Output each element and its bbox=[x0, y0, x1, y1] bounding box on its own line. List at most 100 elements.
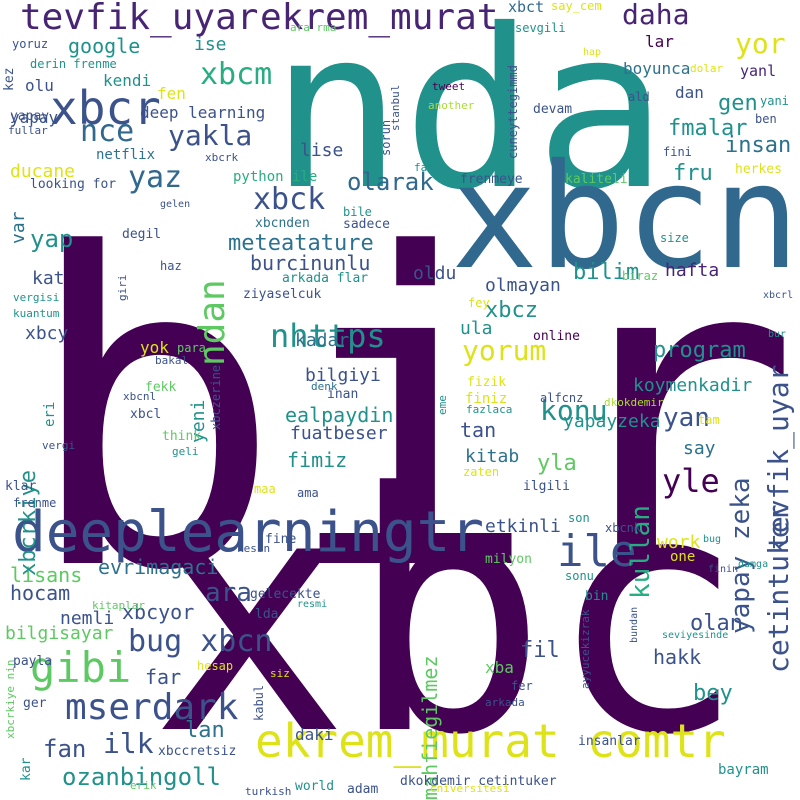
cloud-word: kar bbox=[19, 757, 34, 782]
cloud-word: gelecekte bbox=[250, 587, 321, 602]
cloud-word: alfcnz bbox=[540, 391, 584, 405]
cloud-word: deeplearningtr bbox=[12, 500, 485, 565]
cloud-word: ekrem_murat bbox=[260, 0, 499, 38]
cloud-word: ise bbox=[194, 34, 227, 55]
cloud-word: size bbox=[660, 231, 689, 245]
cloud-word: bir bbox=[23, 165, 800, 665]
cloud-word: bayram bbox=[718, 762, 769, 778]
cloud-word: yla bbox=[537, 451, 577, 476]
cloud-word: deep learning bbox=[140, 103, 266, 122]
cloud-word: tevfik_uyar bbox=[20, 0, 259, 38]
cloud-word: burcinunlu bbox=[250, 251, 371, 275]
cloud-word: online bbox=[533, 329, 580, 344]
cloud-word: xbcl bbox=[130, 407, 162, 422]
cloud-word: bilim bbox=[573, 260, 640, 285]
cloud-word: fer bbox=[511, 679, 533, 693]
cloud-word: xbcrk bbox=[205, 151, 239, 164]
cloud-word: lisans bbox=[10, 563, 83, 587]
cloud-word: fine bbox=[265, 532, 297, 547]
cloud-word: fekk bbox=[145, 380, 177, 395]
cloud-word: etkinli bbox=[485, 516, 561, 537]
cloud-word: bey bbox=[693, 681, 733, 706]
cloud-word: arkada bbox=[485, 696, 525, 709]
cloud-word: xbct bbox=[508, 0, 545, 16]
cloud-word: yakla bbox=[168, 119, 253, 152]
cloud-word: ara rma bbox=[290, 21, 337, 34]
cloud-word: one bbox=[670, 549, 696, 565]
cloud-word: yapay bbox=[10, 108, 59, 127]
cloud-word: ilk bbox=[103, 727, 154, 760]
cloud-word: nhttps bbox=[270, 317, 386, 355]
cloud-word: ula bbox=[460, 318, 493, 339]
cloud-word: arkada flar bbox=[282, 271, 369, 286]
cloud-word: kadar bbox=[295, 330, 350, 351]
cloud-word: ald bbox=[628, 90, 650, 104]
cloud-word: say bbox=[683, 438, 716, 459]
cloud-word: adam bbox=[347, 782, 379, 797]
cloud-word: bur bbox=[768, 329, 787, 340]
cloud-word: sevgili bbox=[515, 21, 566, 35]
cloud-word: hesap bbox=[197, 659, 234, 673]
cloud-word: insan bbox=[725, 133, 792, 158]
cloud-word: kendi bbox=[103, 71, 152, 90]
cloud-word: finiz bbox=[465, 391, 508, 407]
cloud-word: bin bbox=[585, 589, 609, 604]
cloud-word: bile bbox=[343, 205, 372, 219]
cloud-word: bug bbox=[703, 534, 722, 545]
cloud-word: world bbox=[295, 779, 335, 794]
cloud-word: turkish bbox=[245, 785, 292, 798]
cloud-word: kat bbox=[32, 268, 65, 289]
cloud-word: xbcnl bbox=[123, 390, 157, 403]
cloud-word: fan bbox=[43, 735, 87, 763]
cloud-word: netflix bbox=[96, 147, 156, 163]
cloud-word: evrimagaci bbox=[98, 555, 219, 579]
cloud-word: cniversitesi bbox=[430, 782, 510, 795]
cloud-word: bakal bbox=[155, 354, 189, 367]
cloud-word: yanl bbox=[740, 62, 777, 80]
cloud-word: think bbox=[162, 429, 202, 444]
cloud-word: dkokdemir cetintuker bbox=[400, 774, 557, 789]
cloud-word: var bbox=[8, 211, 29, 245]
cloud-word: herkes bbox=[735, 162, 782, 177]
cloud-word: yoruz bbox=[12, 37, 49, 51]
cloud-word: tweet bbox=[432, 80, 466, 93]
cloud-word: kez bbox=[2, 67, 17, 92]
cloud-word: xbcy bbox=[25, 323, 69, 344]
cloud-word: siz bbox=[270, 667, 290, 680]
cloud-word: kitab bbox=[465, 446, 520, 467]
cloud-word: tan bbox=[460, 418, 497, 442]
cloud-word: xbcnk bbox=[605, 521, 642, 535]
cloud-word: boyunca bbox=[623, 59, 691, 78]
cloud-word: sonu bbox=[565, 569, 594, 583]
cloud-word: yap bbox=[30, 225, 74, 253]
cloud-word: ayyucekizrak bbox=[579, 609, 592, 690]
cloud-word: ile bbox=[557, 526, 637, 577]
cloud-word: olarak bbox=[347, 168, 434, 196]
cloud-word: fuatbeser bbox=[290, 423, 388, 444]
cloud-word: program bbox=[653, 338, 746, 363]
cloud-word: yok bbox=[140, 338, 169, 357]
cloud-word: zaten bbox=[463, 465, 500, 479]
cloud-word: dolar bbox=[690, 62, 724, 75]
cloud-word: finin bbox=[708, 564, 739, 575]
cloud-word: damga bbox=[738, 559, 769, 570]
cloud-word: yapay bbox=[10, 109, 50, 124]
cloud-word: ozanbingoll bbox=[62, 763, 221, 791]
cloud-word: ziyaselcuk bbox=[243, 287, 322, 302]
cloud-word: hafta bbox=[665, 260, 720, 281]
cloud-word: olmayan bbox=[485, 275, 561, 296]
cloud-word: cuneyttegimmd bbox=[506, 64, 520, 159]
cloud-word: lda bbox=[255, 607, 279, 622]
cloud-word: say_cem bbox=[551, 0, 602, 13]
cloud-word: xbccretsiz bbox=[158, 744, 237, 759]
cloud-word: payla bbox=[13, 654, 53, 669]
cloud-word: yor bbox=[735, 27, 786, 60]
cloud-word: tevfik_uyar bbox=[762, 364, 795, 550]
cloud-word: far bbox=[145, 665, 182, 689]
cloud-word: kabul bbox=[252, 684, 266, 721]
cloud-word: ben bbox=[755, 112, 777, 126]
cloud-word: lar bbox=[645, 32, 674, 51]
cloud-word: insanlar bbox=[578, 734, 641, 749]
cloud-word: xbcz bbox=[485, 298, 538, 323]
